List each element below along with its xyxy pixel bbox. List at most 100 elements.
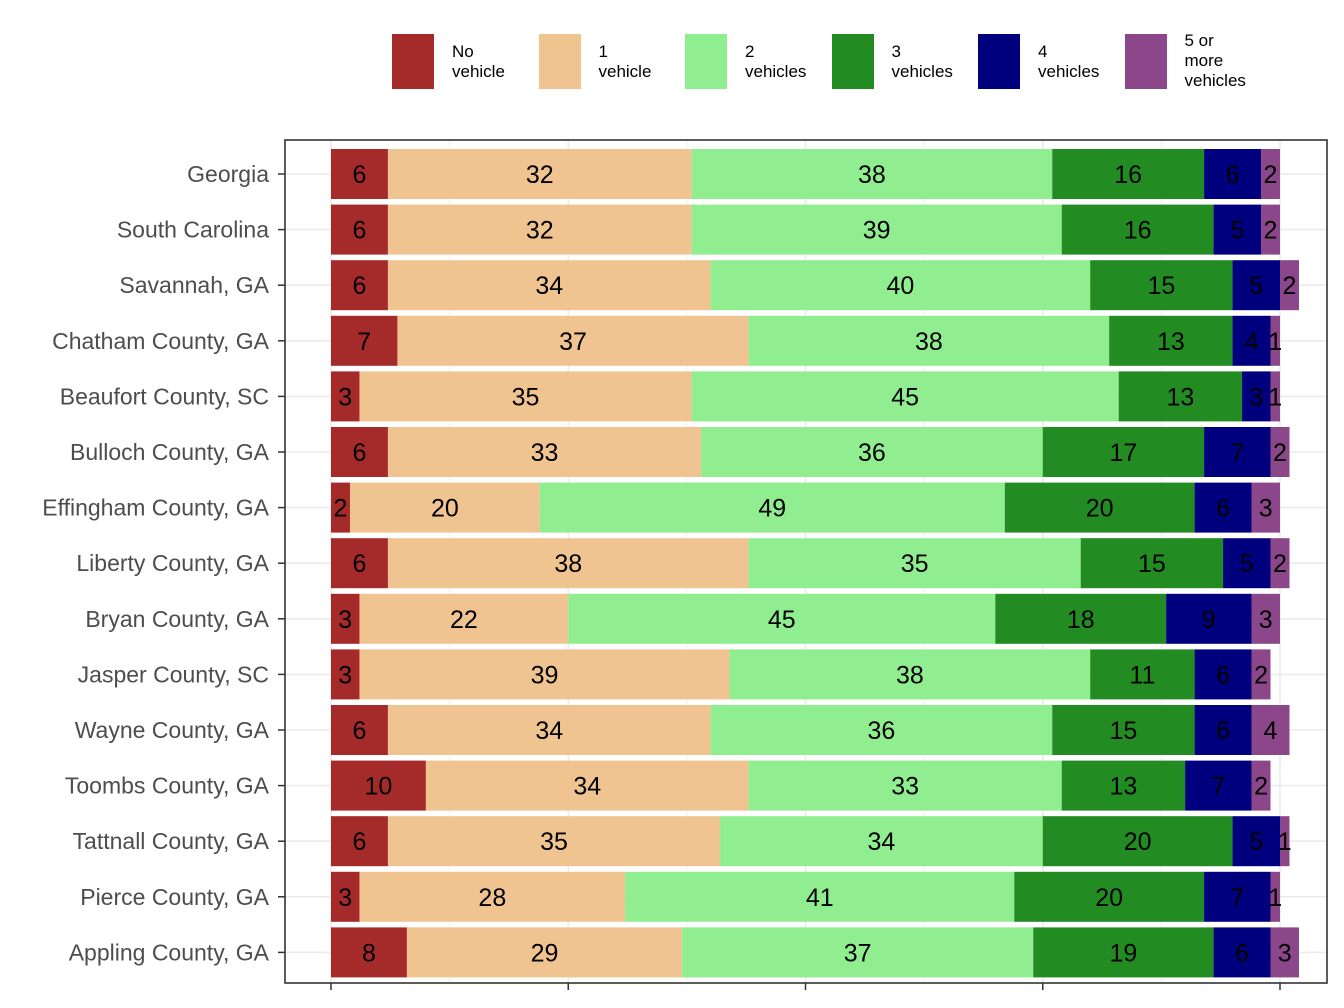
bar-segment xyxy=(1185,760,1252,811)
data-label: 16 xyxy=(1114,161,1142,189)
bar-segment xyxy=(1090,649,1195,700)
bar-segment xyxy=(1223,538,1271,589)
data-label: 3 xyxy=(338,661,352,689)
legend-swatch xyxy=(831,34,874,89)
bar-segment xyxy=(331,760,426,811)
bar-segment xyxy=(1213,927,1271,978)
legend-label-line: vehicles xyxy=(745,62,807,81)
y-tick-label: Pierce County, GA xyxy=(80,884,269,910)
data-label: 34 xyxy=(535,717,563,745)
data-label: 40 xyxy=(886,272,914,300)
bar-segment xyxy=(331,705,388,755)
bar-segment xyxy=(748,315,1110,366)
legend-label: No vehicle xyxy=(452,42,542,82)
bar-segment xyxy=(1090,260,1233,311)
data-label: 2 xyxy=(1273,439,1287,467)
data-label: 6 xyxy=(1235,939,1249,967)
panel-border xyxy=(284,139,1328,984)
data-label: 17 xyxy=(1110,439,1138,467)
bar-segment xyxy=(1251,705,1290,755)
data-label: 37 xyxy=(844,939,872,967)
bar-segment xyxy=(1080,538,1224,589)
bar-segment xyxy=(691,371,1119,422)
bar-segment xyxy=(748,538,1081,589)
bar-segment xyxy=(359,593,569,644)
bar-segment xyxy=(1270,427,1290,477)
data-label: 2 xyxy=(1254,661,1268,689)
bar-segment xyxy=(710,260,1091,311)
bar-segment xyxy=(1204,871,1271,922)
data-label: 36 xyxy=(858,439,886,467)
legend-label-line: 2 xyxy=(745,42,755,61)
data-label: 16 xyxy=(1124,217,1152,245)
data-label: 6 xyxy=(353,439,367,467)
bar-segment xyxy=(710,705,1053,755)
data-label: 7 xyxy=(357,328,371,356)
bar-segment xyxy=(387,427,702,477)
data-label: 15 xyxy=(1147,272,1175,300)
data-label: 39 xyxy=(531,661,559,689)
data-label: 5 xyxy=(1240,550,1254,578)
data-label: 3 xyxy=(1278,939,1292,967)
data-label: 13 xyxy=(1110,773,1138,801)
data-label: 9 xyxy=(1202,606,1216,634)
data-label: 29 xyxy=(531,939,559,967)
bar-segment xyxy=(720,816,1043,867)
data-label: 8 xyxy=(362,939,376,967)
bar-segment xyxy=(1261,204,1280,255)
bar-segment xyxy=(387,538,749,589)
bar-segment xyxy=(1280,816,1290,867)
legend-label: 1 vehicle xyxy=(599,42,689,82)
data-label: 7 xyxy=(1230,439,1244,467)
bar-segment xyxy=(1232,260,1280,311)
bar-segment xyxy=(331,315,398,366)
legend-label-line: more xyxy=(1184,51,1224,70)
data-label: 6 xyxy=(1226,161,1240,189)
data-label: 37 xyxy=(559,328,587,356)
y-tick-label: Jasper County, SC xyxy=(78,661,269,687)
data-label: 35 xyxy=(512,383,540,411)
bar-segment xyxy=(1061,204,1214,255)
bar-segment xyxy=(1042,816,1233,867)
y-tick-label: Toombs County, GA xyxy=(65,773,270,799)
bar-segment xyxy=(387,816,721,867)
bar-segment xyxy=(1232,816,1280,867)
legend-label-line: vehicles xyxy=(891,62,953,81)
data-label: 38 xyxy=(554,550,582,578)
y-tick-label: Beaufort County, SC xyxy=(60,383,269,409)
data-label: 13 xyxy=(1157,328,1185,356)
data-label: 6 xyxy=(1216,717,1230,745)
bar-segment xyxy=(1251,593,1280,644)
data-label: 5 xyxy=(1249,828,1263,856)
data-label: 34 xyxy=(535,272,563,300)
legend-label-line: 5 or xyxy=(1184,31,1214,50)
data-label: 6 xyxy=(353,217,367,245)
y-tick-label: Savannah, GA xyxy=(119,272,269,298)
data-label: 32 xyxy=(526,161,554,189)
data-label: 1 xyxy=(1268,328,1282,356)
data-label: 2 xyxy=(1264,217,1278,245)
bar-segment xyxy=(729,649,1091,700)
bar-segment xyxy=(1042,427,1205,477)
data-label: 15 xyxy=(1110,717,1138,745)
data-label: 3 xyxy=(338,383,352,411)
bar-segment xyxy=(1052,705,1195,755)
y-tick-label: Appling County, GA xyxy=(69,939,270,965)
data-label: 3 xyxy=(1249,383,1263,411)
bar-segment xyxy=(568,593,996,644)
data-label: 20 xyxy=(1095,884,1123,912)
legend-swatch xyxy=(685,34,727,89)
bar-segment xyxy=(359,649,730,700)
bar-segment xyxy=(1280,260,1299,311)
bar-segment xyxy=(625,871,1015,922)
data-label: 38 xyxy=(896,661,924,689)
data-label: 45 xyxy=(891,383,919,411)
data-label: 35 xyxy=(901,550,929,578)
data-label: 19 xyxy=(1110,939,1138,967)
data-label: 6 xyxy=(353,550,367,578)
data-label: 45 xyxy=(768,606,796,634)
bar-segment xyxy=(1052,149,1205,199)
data-label: 1 xyxy=(1268,884,1282,912)
bar-segment xyxy=(1194,482,1252,533)
data-label: 6 xyxy=(353,828,367,856)
